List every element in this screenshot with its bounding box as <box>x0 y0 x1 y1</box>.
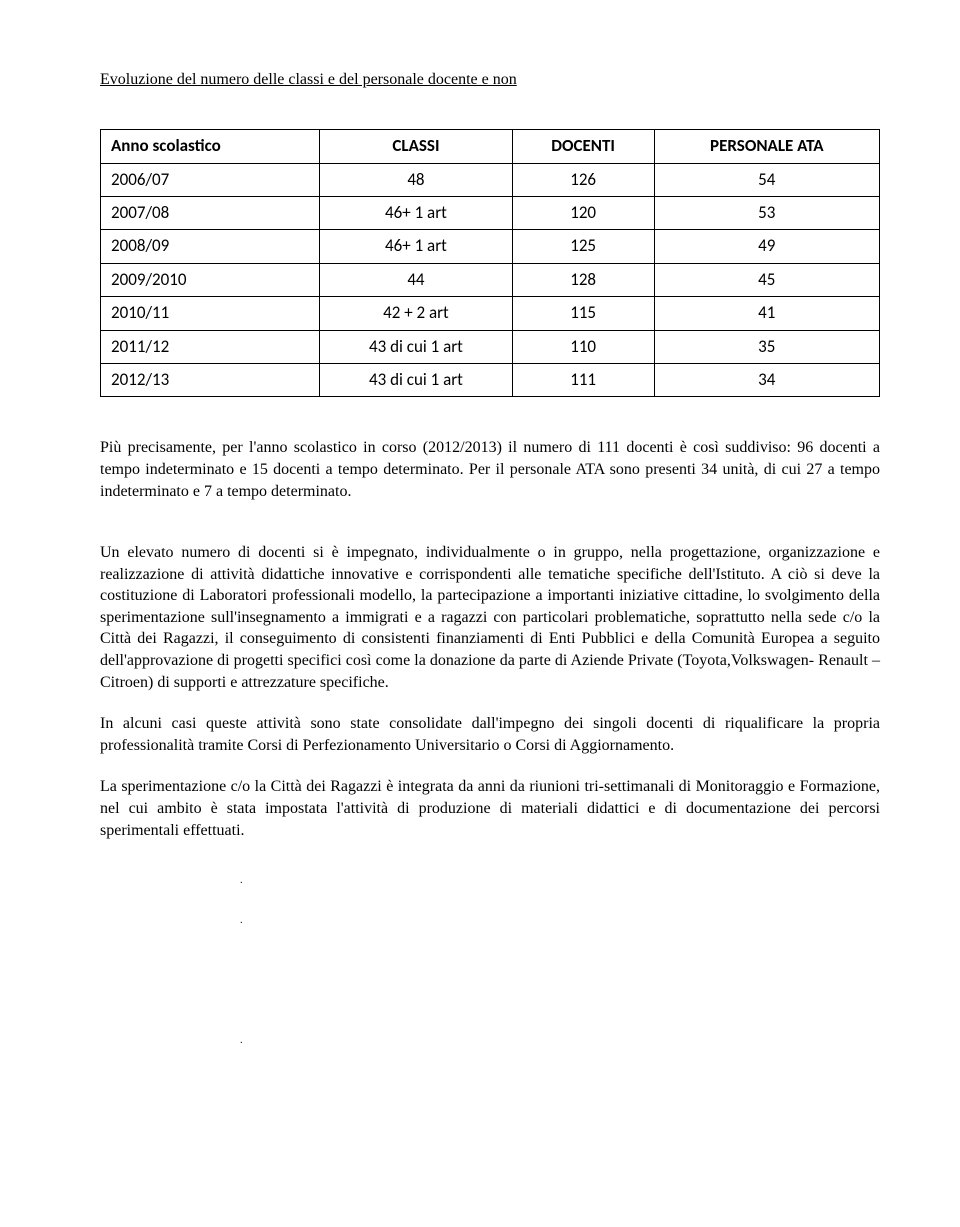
evolution-table: Anno scolastico CLASSI DOCENTI PERSONALE… <box>100 129 880 397</box>
cell-docenti: 111 <box>512 363 654 396</box>
cell-classi: 46+ 1 art <box>320 230 513 263</box>
cell-docenti: 128 <box>512 263 654 296</box>
cell-docenti: 120 <box>512 196 654 229</box>
cell-anno: 2006/07 <box>101 163 320 196</box>
th-docenti: DOCENTI <box>512 130 654 163</box>
cell-anno: 2007/08 <box>101 196 320 229</box>
cell-anno: 2009/2010 <box>101 263 320 296</box>
table-row: 2009/2010 44 128 45 <box>101 263 880 296</box>
paragraph-2: Un elevato numero di docenti si è impegn… <box>100 542 880 693</box>
th-anno: Anno scolastico <box>101 130 320 163</box>
cell-classi: 43 di cui 1 art <box>320 330 513 363</box>
cell-docenti: 125 <box>512 230 654 263</box>
cell-anno: 2012/13 <box>101 363 320 396</box>
table-row: 2008/09 46+ 1 art 125 49 <box>101 230 880 263</box>
table-row: 2006/07 48 126 54 <box>101 163 880 196</box>
table-header-row: Anno scolastico CLASSI DOCENTI PERSONALE… <box>101 130 880 163</box>
th-personale: PERSONALE ATA <box>654 130 879 163</box>
paragraph-4: La sperimentazione c/o la Città dei Raga… <box>100 776 880 841</box>
cell-personale: 34 <box>654 363 879 396</box>
cell-classi: 43 di cui 1 art <box>320 363 513 396</box>
table-row: 2007/08 46+ 1 art 120 53 <box>101 196 880 229</box>
cell-personale: 41 <box>654 297 879 330</box>
cell-classi: 48 <box>320 163 513 196</box>
cell-docenti: 110 <box>512 330 654 363</box>
paragraph-3: In alcuni casi queste attività sono stat… <box>100 713 880 756</box>
cell-anno: 2008/09 <box>101 230 320 263</box>
cell-classi: 42 + 2 art <box>320 297 513 330</box>
section-title: Evoluzione del numero delle classi e del… <box>100 70 880 89</box>
cell-docenti: 126 <box>512 163 654 196</box>
cell-anno: 2010/11 <box>101 297 320 330</box>
cell-personale: 53 <box>654 196 879 229</box>
table-row: 2011/12 43 di cui 1 art 110 35 <box>101 330 880 363</box>
cell-classi: 46+ 1 art <box>320 196 513 229</box>
cell-anno: 2011/12 <box>101 330 320 363</box>
table-row: 2012/13 43 di cui 1 art 111 34 <box>101 363 880 396</box>
cell-personale: 54 <box>654 163 879 196</box>
cell-personale: 49 <box>654 230 879 263</box>
table-row: 2010/11 42 + 2 art 115 41 <box>101 297 880 330</box>
cell-docenti: 115 <box>512 297 654 330</box>
paragraph-1: Più precisamente, per l'anno scolastico … <box>100 437 880 502</box>
th-classi: CLASSI <box>320 130 513 163</box>
cell-personale: 35 <box>654 330 879 363</box>
cell-personale: 45 <box>654 263 879 296</box>
cell-classi: 44 <box>320 263 513 296</box>
decorative-dots: ... <box>240 861 880 1061</box>
